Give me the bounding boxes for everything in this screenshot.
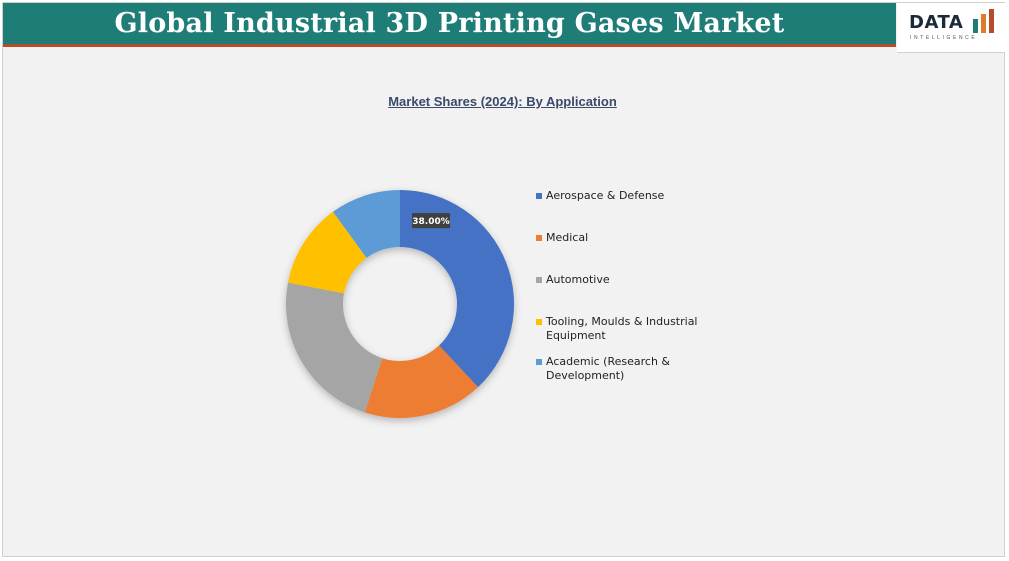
legend-item: Tooling, Moulds & Industrial Equipment: [536, 315, 746, 343]
legend-label: Tooling, Moulds & Industrial Equipment: [546, 315, 746, 343]
legend-item: Medical: [536, 231, 746, 245]
donut-slice-automotive: [286, 283, 382, 413]
page-title: Global Industrial 3D Printing Gases Mark…: [115, 8, 785, 39]
bar-chart-icon: [971, 9, 997, 35]
chart-title: Market Shares (2024): By Application: [0, 94, 1005, 109]
legend-label: Medical: [546, 231, 746, 245]
legend-swatch: [536, 235, 542, 241]
donut-chart: 38.00%: [270, 180, 530, 440]
legend-label: Automotive: [546, 273, 746, 287]
legend-swatch: [536, 277, 542, 283]
legend-item: Aerospace & Defense: [536, 189, 746, 203]
legend-label: Academic (Research & Development): [546, 355, 746, 383]
legend-item: Automotive: [536, 273, 746, 287]
legend-item: Academic (Research & Development): [536, 355, 746, 383]
legend-swatch: [536, 319, 542, 325]
brand-logo: DATA INTELLIGENCE: [897, 3, 1005, 53]
header-banner: Global Industrial 3D Printing Gases Mark…: [3, 3, 896, 47]
legend-label: Aerospace & Defense: [546, 189, 746, 203]
legend-swatch: [536, 193, 542, 199]
legend-swatch: [536, 359, 542, 365]
data-label: 38.00%: [412, 217, 450, 227]
logo-subtext: INTELLIGENCE: [910, 35, 977, 41]
logo-text: DATA: [909, 12, 963, 33]
